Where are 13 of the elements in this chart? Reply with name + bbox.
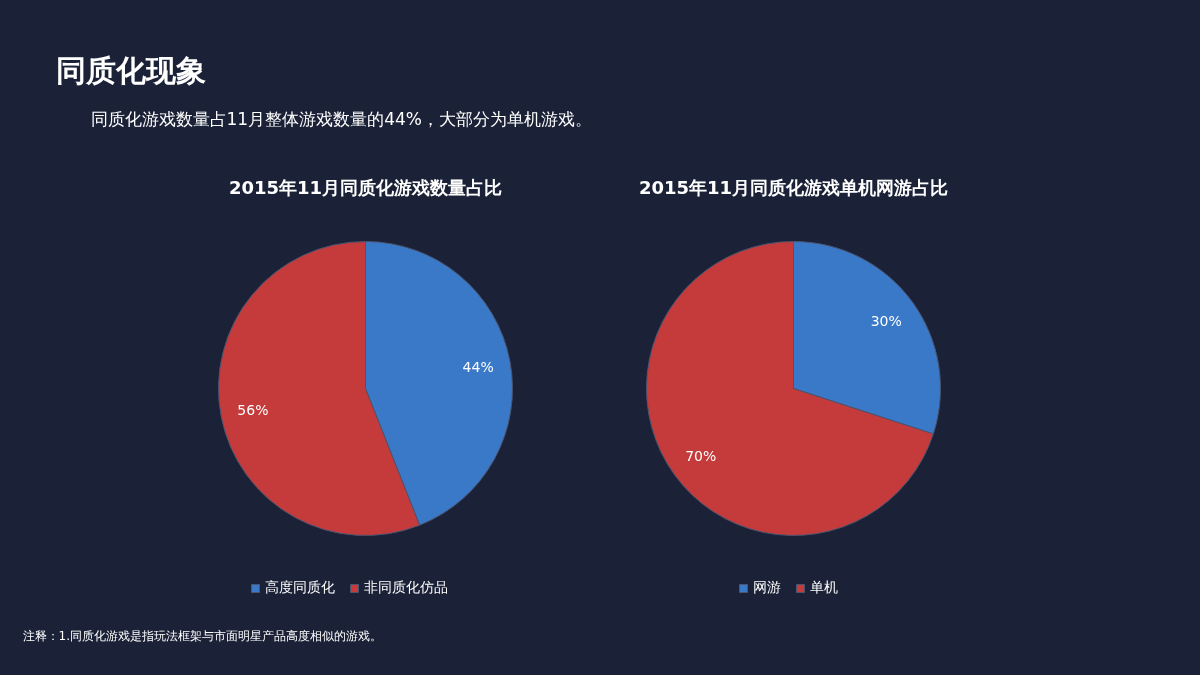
- data-label: 30%: [870, 313, 902, 330]
- text: 同质化现象: [55, 53, 206, 88]
- text: 同质化游戏数量占11月整体游戏数量的44%，大部分为单机游戏。: [90, 108, 592, 129]
- legend-label: 网游: [753, 579, 781, 597]
- chart-title: 2015年11月同质化游戏数量占比: [228, 177, 503, 198]
- data-label: 70%: [685, 447, 717, 464]
- chart-title: 2015年11月同质化游戏单机网游占比: [638, 177, 949, 198]
- text: 注释：1.同质化游戏是指玩法框架与市面明星产品高度相似的游戏。: [22, 628, 382, 643]
- data-label: 44%: [462, 359, 494, 376]
- legend-label: 非同质化仿品: [364, 579, 448, 597]
- legend-label: 高度同质化: [265, 579, 335, 597]
- legend-label: 单机: [810, 579, 838, 597]
- data-label: 56%: [237, 401, 269, 418]
